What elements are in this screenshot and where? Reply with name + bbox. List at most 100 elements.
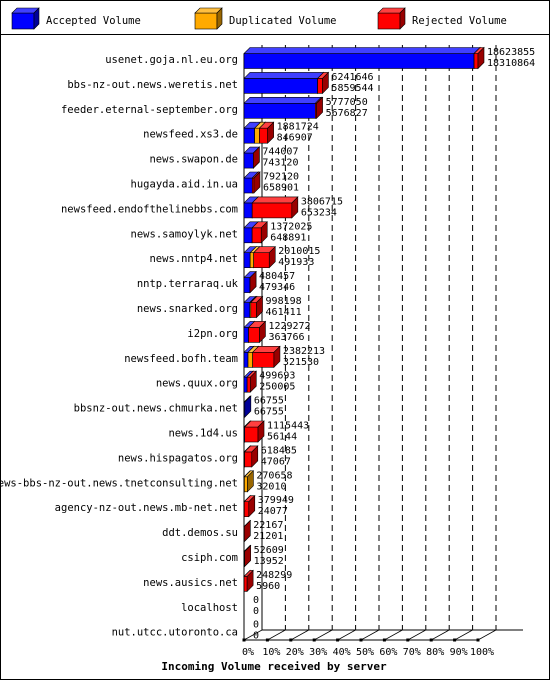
accepted-value-label: 363766 [268,332,304,343]
floor-line [243,629,263,641]
category-label: news-bbs-nz-out.news.tnetconsulting.net [0,477,238,489]
bar-row: news-bbs-nz-out.news.tnetconsulting.net 2… [0,470,293,493]
total-value-label: 52609 [254,545,284,556]
x-tick-label: 90% [450,647,468,658]
bar-segment-rejected-volume [250,295,264,319]
x-tick-label: 100% [470,647,494,658]
accepted-value-label: 658901 [263,183,299,194]
accepted-value-label: 18310864 [487,58,535,69]
accepted-value-label: 5859544 [331,83,373,94]
legend-item: Duplicated Volume [194,7,336,30]
bar-segment-duplicated-volume [243,470,255,493]
category-label: hugayda.aid.in.ua [131,179,238,191]
bar-segment-rejected-volume [316,71,330,95]
bar-segment-rejected-volume [473,46,485,70]
bar-segment-rejected-volume [251,196,299,219]
total-value-label: 2382213 [283,346,325,357]
total-value-label: 618485 [261,445,297,456]
category-label: usenet.goja.nl.eu.org [105,54,238,66]
tick-mark [312,638,316,642]
floor-line [431,629,450,641]
bar-segment-rejected-volume [243,494,256,518]
bar-segment-accepted-volume [243,96,323,120]
category-label: news.quux.org [156,378,238,390]
bar-segment-rejected-volume [252,245,276,269]
total-value-label: 0 [253,620,259,631]
floor-line [407,629,426,641]
total-value-label: 248299 [256,570,292,581]
legend-item: Rejected Volume [377,7,507,30]
bar-segment-accepted-volume [243,395,252,418]
tick-mark [289,638,293,642]
total-value-label: 1372025 [270,221,312,232]
tick-mark [453,638,457,642]
category-label: localhost [181,602,238,614]
floor-line [454,629,473,641]
category-label: newsfeed.bofh.team [124,353,238,365]
x-tick-label: 0% [242,647,254,658]
tick-mark [429,638,433,642]
total-value-label: 5777050 [326,97,368,108]
accepted-value-label: 743120 [262,158,298,169]
tick-mark [476,638,480,642]
category-label: news.samoylyk.net [131,228,238,240]
bar-segment-rejected-volume [243,544,252,568]
floor-line [384,629,403,641]
total-value-label: 379949 [258,495,294,506]
x-tick-label: 70% [403,647,421,658]
total-value-label: 6241646 [331,72,373,83]
legend-label: Duplicated Volume [229,15,336,27]
category-label: nut.utcc.utoronto.ca [112,627,238,639]
chart-title: Incoming Volume received by server [161,660,387,673]
bar-segment-rejected-volume [243,420,265,443]
total-value-label: 744007 [262,147,298,158]
legend-item: Accepted Volume [11,7,141,30]
category-label: news.nntp4.net [149,253,238,265]
category-label: news.snarked.org [137,303,238,315]
category-label: feeder.eternal-september.org [61,104,238,116]
plot-area: 0% 10% 20% 30% 40% 50% 60% 70% 80% 90% 100% usenet.… [0,45,535,658]
tick-mark [265,638,269,642]
bar-row: bbs-nz-out.news.weretis.net 6241646585954… [67,71,374,95]
category-label: newsfeed.endofthelinebbs.com [61,203,238,215]
tick-mark [359,638,363,642]
x-tick-label: 80% [426,647,444,658]
category-label: news.swapon.de [149,154,238,166]
category-label: csiph.com [181,552,238,564]
bar-segment-rejected-volume [243,445,259,468]
accepted-value-label: 21201 [253,531,283,542]
accepted-value-label: 846907 [277,133,313,144]
x-tick-label: 40% [333,647,351,658]
floor-line [314,629,333,641]
bar-segment-rejected-volume [243,569,254,593]
bar-segment-rejected-volume [314,96,324,120]
total-value-label: 480457 [259,271,295,282]
total-value-label: 1115443 [267,421,309,432]
legend-swatch [194,7,223,30]
accepted-value-label: 24077 [258,506,288,517]
category-label: newsfeed.xs3.de [143,129,238,141]
bar-segment-rejected-volume [258,121,275,144]
legend-label: Accepted Volume [46,15,141,27]
accepted-value-label: 13952 [254,556,284,567]
legend-label: Rejected Volume [412,15,507,27]
accepted-value-label: 32010 [256,481,286,492]
total-value-label: 1881724 [277,122,319,133]
bar-segment-rejected-volume [243,519,252,543]
total-value-label: 2010015 [278,246,320,257]
legend-swatch [377,7,406,30]
accepted-value-label: 0 [253,606,259,617]
